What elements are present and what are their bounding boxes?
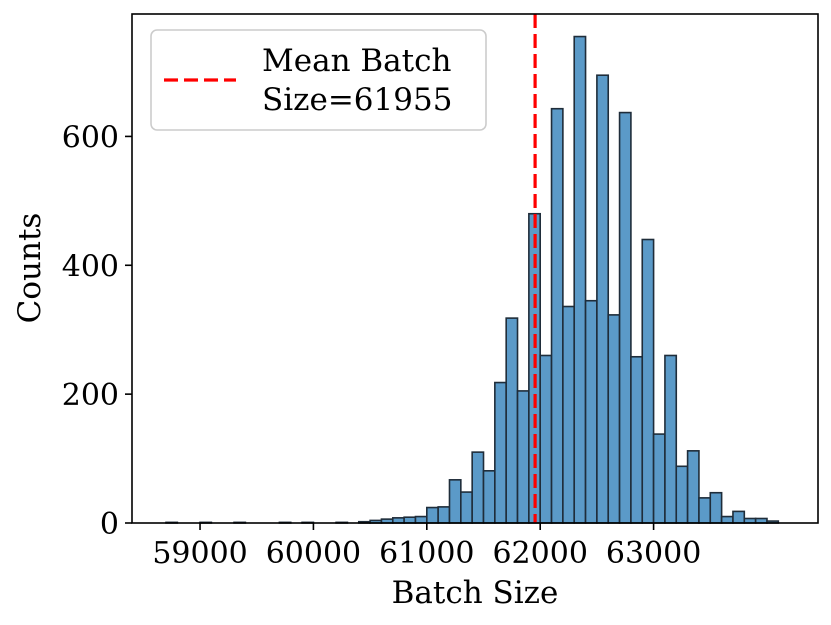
legend-label-line2: Size=61955 [262,82,452,118]
y-tick-label: 200 [62,378,119,413]
histogram-bar [426,506,439,524]
y-tick-label: 0 [100,507,119,542]
histogram-bar [505,317,519,524]
legend: Mean Batch Size=61955 [150,29,487,131]
histogram-bar [618,111,632,524]
histogram-bars [165,35,780,524]
histogram-bar [471,451,485,524]
histogram-bar [720,515,734,524]
histogram-bar [732,510,746,524]
histogram-bar [516,390,530,524]
y-axis-ticks: 0 200 400 600 [62,120,132,542]
y-axis-title: Counts [12,213,48,324]
histogram-bar [664,354,678,524]
x-axis-ticks: 59000 60000 61000 62000 63000 [152,523,701,571]
histogram-bar [641,238,655,524]
histogram-bar [539,354,553,524]
histogram-bar [448,479,462,524]
plot-frame [131,13,819,524]
x-tick-label: 60000 [266,536,361,571]
histogram-bar [460,491,473,524]
histogram-bar [403,516,417,524]
histogram-bar [709,491,723,524]
y-tick-label: 400 [62,249,119,284]
x-tick-label: 62000 [492,536,587,571]
histogram-bar [437,506,451,524]
histogram-bar [573,35,587,524]
histogram-bar [562,305,576,524]
y-tick-label: 600 [62,120,119,155]
histogram-bar [630,355,644,524]
histogram-bar [482,470,496,524]
x-tick-label: 61000 [379,536,474,571]
histogram-bar [686,450,700,524]
histogram-bar [584,299,598,524]
histogram-bar [596,74,610,524]
legend-label-line1: Mean Batch [262,43,451,79]
x-axis-title: Batch Size [392,575,559,611]
legend-box [150,29,487,131]
x-tick-label: 59000 [152,536,247,571]
histogram-bar [652,433,666,524]
x-tick-label: 63000 [606,536,701,571]
histogram-bar [675,465,689,524]
histogram-bar [550,107,564,524]
histogram-bar [607,314,621,524]
histogram-bar [414,515,428,524]
histogram-bar [494,381,507,524]
histogram-bar [698,497,712,524]
